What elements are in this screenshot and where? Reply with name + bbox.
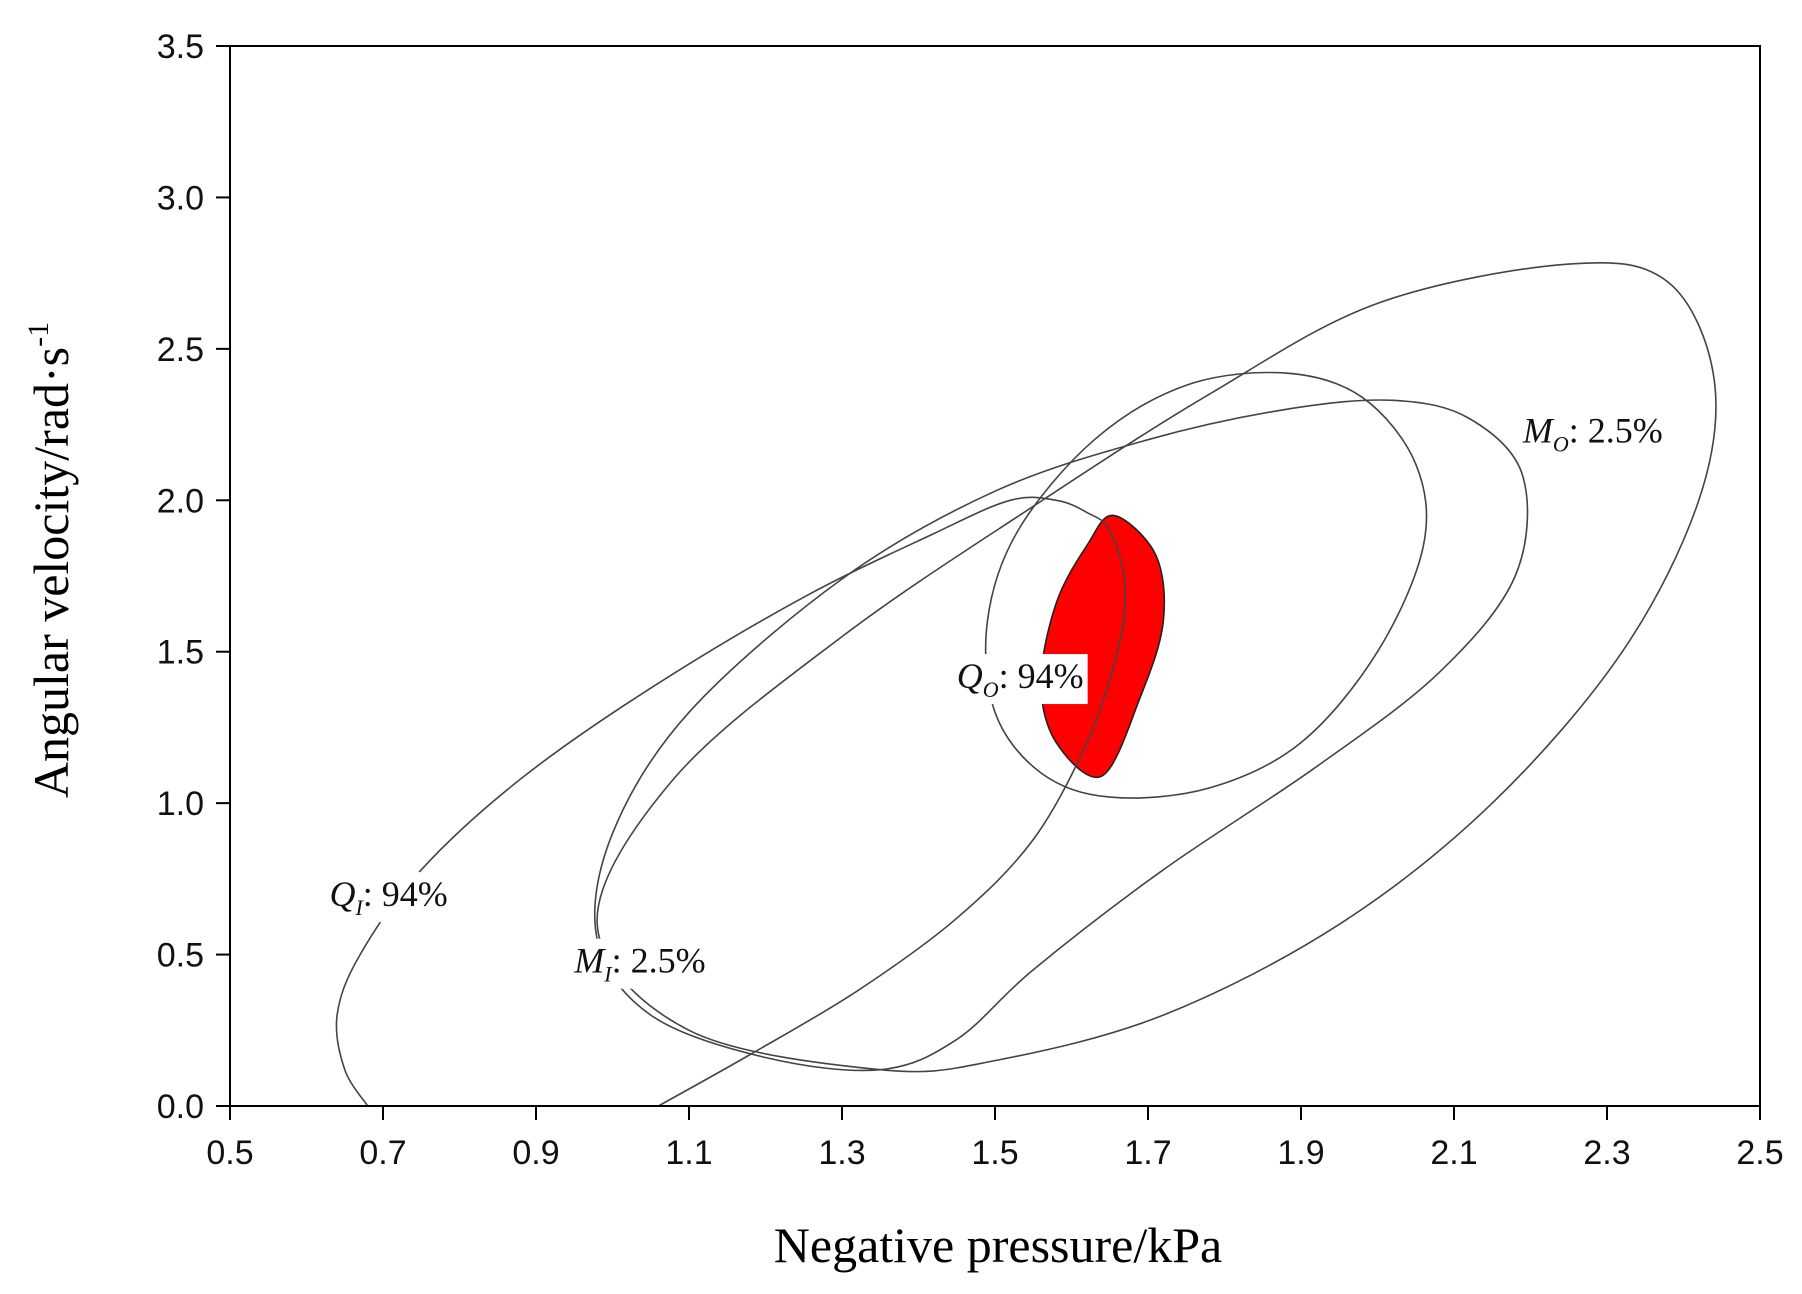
contour-label-background xyxy=(952,654,1088,705)
contour-q-i-94 xyxy=(335,496,1127,1107)
annotations: QI: 94% MI: 2.5% QO: 94% MO: 2.5% xyxy=(325,408,1667,989)
contour-m-o-2-5 xyxy=(596,261,1717,1073)
plot-frame xyxy=(229,45,1761,1107)
plot-marks xyxy=(335,261,1717,1107)
x-axis-title: Negative pressure/kPa xyxy=(774,1217,1222,1273)
x-tick-label: 1.3 xyxy=(818,1134,865,1172)
contour-label-text: QI: 94% xyxy=(329,874,447,920)
x-tick-label: 1.5 xyxy=(971,1134,1018,1172)
contour-label-text: QO: 94% xyxy=(957,656,1084,702)
contour-label-background xyxy=(325,872,452,923)
contour-label-background xyxy=(1517,408,1667,459)
x-tick-label: 2.5 xyxy=(1736,1134,1783,1172)
x-tick-label: 1.7 xyxy=(1124,1134,1171,1172)
x-tick-label: 0.9 xyxy=(512,1134,559,1172)
contour-m-i-2-5 xyxy=(593,399,1529,1072)
contour-label: QI: 94% xyxy=(325,872,452,923)
y-tick-label: 2.0 xyxy=(157,482,204,520)
x-tick-label: 1.1 xyxy=(665,1134,712,1172)
x-tick-label: 0.5 xyxy=(206,1134,253,1172)
y-tick-label: 0.5 xyxy=(157,937,204,975)
contour-label-background xyxy=(569,938,710,989)
ticks: 0.5 0.7 0.9 1.1 1.3 1.5 1.7 1.9 2.1 2.3 2.50.00.51… xyxy=(157,28,1784,1172)
x-tick-label: 0.7 xyxy=(359,1134,406,1172)
contour-label-text: MI: 2.5% xyxy=(573,941,705,987)
y-tick-label: 3.5 xyxy=(157,28,204,66)
x-tick-label: 2.3 xyxy=(1583,1134,1630,1172)
axes xyxy=(229,45,1761,1107)
contour-label-text: MO: 2.5% xyxy=(1522,411,1663,457)
y-tick-label: 0.0 xyxy=(157,1088,204,1126)
y-tick-label: 3.0 xyxy=(157,179,204,217)
y-axis-title-superscript: -1 xyxy=(22,322,55,347)
y-axis-title: Angular velocity/rad·s-1 xyxy=(22,322,79,798)
y-axis-title-text: Angular velocity/rad·s xyxy=(23,347,79,798)
y-tick-label: 2.5 xyxy=(157,331,204,369)
optimal-region xyxy=(1040,514,1166,779)
x-tick-label: 1.9 xyxy=(1277,1134,1324,1172)
contour-label: MO: 2.5% xyxy=(1517,408,1667,459)
contour-label: MI: 2.5% xyxy=(569,938,710,989)
contour-label: QO: 94% xyxy=(952,654,1088,705)
x-tick-label: 2.1 xyxy=(1430,1134,1477,1172)
y-tick-label: 1.5 xyxy=(157,634,204,672)
y-tick-label: 1.0 xyxy=(157,785,204,823)
